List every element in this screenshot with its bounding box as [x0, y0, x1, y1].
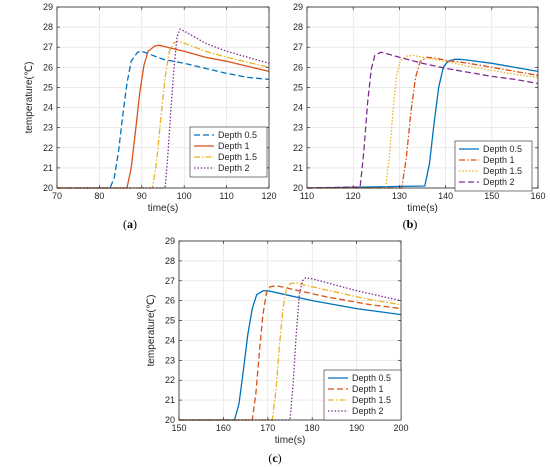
axes-box	[178, 240, 402, 421]
y-tick-label: 27	[165, 276, 175, 286]
panel-label: (a)	[123, 217, 137, 231]
legend-entry: Depth 0.5	[483, 144, 522, 154]
x-tick-label: 170	[260, 423, 275, 433]
legend-box	[189, 126, 268, 178]
x-tick-label: 70	[52, 191, 62, 201]
x-tick-label: 130	[392, 191, 407, 201]
series-line-depth-4	[57, 28, 270, 189]
x-tick-label: 120	[346, 191, 361, 201]
y-tick-label: 29	[43, 2, 53, 12]
y-tick-label: 21	[43, 163, 53, 173]
legend-entry: Depth 1.5	[352, 395, 391, 405]
y-tick-label: 25	[293, 82, 303, 92]
series-line-depth-3	[307, 54, 539, 189]
x-tick-label: 140	[438, 191, 453, 201]
panel-label: (b)	[403, 217, 418, 231]
x-tick-label: 110	[300, 191, 314, 201]
legend-entry: Depth 1.5	[483, 166, 522, 176]
x-axis-label: time(s)	[407, 203, 438, 214]
y-tick-label: 28	[293, 22, 303, 32]
x-tick-label: 200	[393, 423, 408, 433]
y-tick-label: 27	[43, 42, 53, 52]
series-line-depth-1	[179, 290, 402, 421]
legend-entry: Depth 1	[352, 384, 384, 394]
legend-entry: Depth 2	[352, 406, 384, 416]
y-tick-label: 26	[43, 62, 53, 72]
chart-panel-1: 70 80 90 100 110 120 20 21 22 23 24 25 26 27 28 29 time(…	[24, 2, 277, 231]
legend-entry: Depth 2	[218, 163, 250, 173]
y-tick-label: 29	[293, 2, 303, 12]
x-tick-label: 190	[349, 423, 364, 433]
y-tick-label: 24	[293, 103, 303, 113]
y-tick-label: 24	[165, 335, 175, 345]
x-tick-label: 160	[530, 191, 545, 201]
axes-box	[306, 6, 539, 189]
y-tick-label: 26	[165, 296, 175, 306]
series-line-depth-1	[57, 50, 270, 189]
x-tick-label: 180	[305, 423, 320, 433]
x-tick-label: 150	[171, 423, 186, 433]
x-axis-label: time(s)	[275, 435, 306, 446]
legend-entry: Depth 1.5	[218, 152, 257, 162]
legend-entry: Depth 0.5	[352, 373, 391, 383]
series-line-depth-3	[57, 40, 270, 189]
chart-panel-3: 150 160 170 180 190 200 20 21 22 23 24 25 26 27 28 29 ti…	[146, 236, 409, 465]
series-line-depth-3	[179, 282, 402, 421]
series-line-depth-1	[306, 58, 539, 189]
y-tick-label: 22	[293, 143, 303, 153]
legend-entry: Depth 0.5	[218, 130, 257, 140]
y-tick-label: 29	[165, 236, 175, 246]
series-line-depth-2	[307, 56, 539, 189]
series-line-depth-2	[179, 285, 402, 421]
y-tick-label: 23	[293, 123, 303, 133]
y-tick-label: 22	[165, 375, 175, 385]
y-tick-label: 28	[165, 256, 175, 266]
x-axis-label: time(s)	[148, 203, 179, 214]
legend-entry: Depth 1	[483, 155, 515, 165]
y-tick-label: 23	[165, 355, 175, 365]
y-tick-label: 22	[43, 143, 53, 153]
y-axis-label: temperature(℃)	[24, 62, 35, 134]
x-tick-label: 90	[137, 191, 147, 201]
legend-entry: Depth 1	[218, 141, 250, 151]
x-tick-label: 120	[261, 191, 276, 201]
y-tick-label: 26	[293, 62, 303, 72]
panel-label: (c)	[268, 451, 281, 465]
y-tick-label: 25	[165, 316, 175, 326]
y-tick-label: 21	[165, 395, 175, 405]
series-line-depth-2	[57, 44, 270, 189]
x-tick-label: 150	[484, 191, 499, 201]
y-tick-label: 21	[293, 163, 303, 173]
x-tick-label: 110	[219, 191, 233, 201]
y-tick-label: 28	[43, 22, 53, 32]
axes-box	[56, 6, 270, 189]
y-tick-label: 24	[43, 103, 53, 113]
y-tick-label: 20	[293, 183, 303, 193]
y-tick-label: 27	[293, 42, 303, 52]
chart-panel-2: 110 120 130 140 150 160 20 21 22 23 24 25 26 27 28 29 ti…	[293, 2, 546, 231]
y-tick-label: 20	[43, 183, 53, 193]
y-axis-label: temperature(℃)	[146, 295, 157, 367]
y-tick-label: 20	[165, 415, 175, 425]
x-tick-label: 100	[177, 191, 192, 201]
legend-entry: Depth 2	[483, 177, 515, 187]
series-line-depth-4	[306, 51, 539, 189]
x-tick-label: 160	[216, 423, 231, 433]
y-tick-label: 25	[43, 82, 53, 92]
x-tick-label: 80	[94, 191, 104, 201]
y-tick-label: 23	[43, 123, 53, 133]
